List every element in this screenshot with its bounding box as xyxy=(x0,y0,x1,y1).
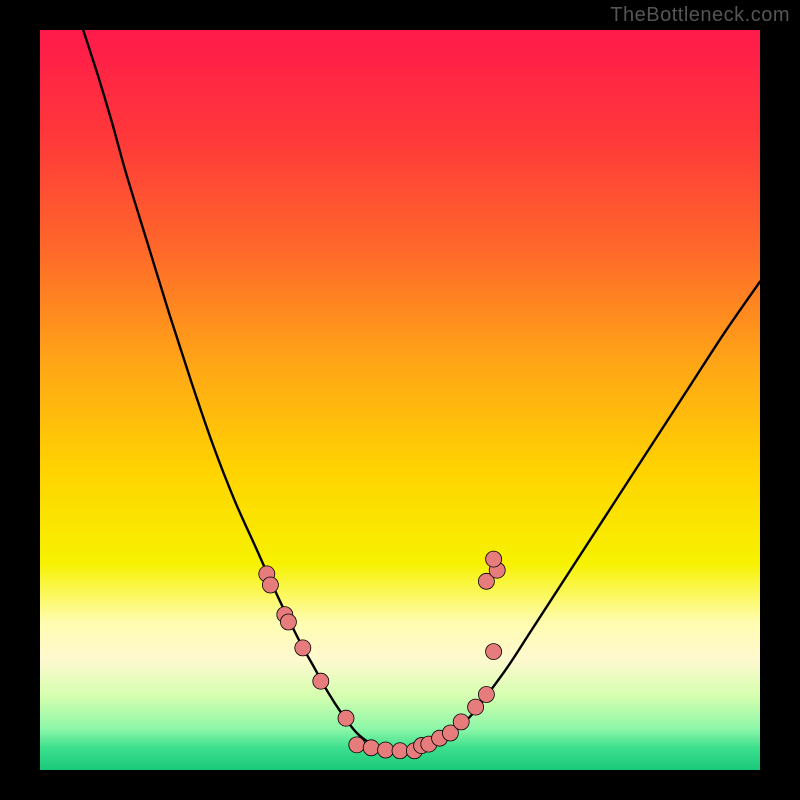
watermark-label: TheBottleneck.com xyxy=(610,4,790,27)
bottleneck-chart xyxy=(40,30,760,770)
figure-container: TheBottleneck.com xyxy=(0,0,800,800)
